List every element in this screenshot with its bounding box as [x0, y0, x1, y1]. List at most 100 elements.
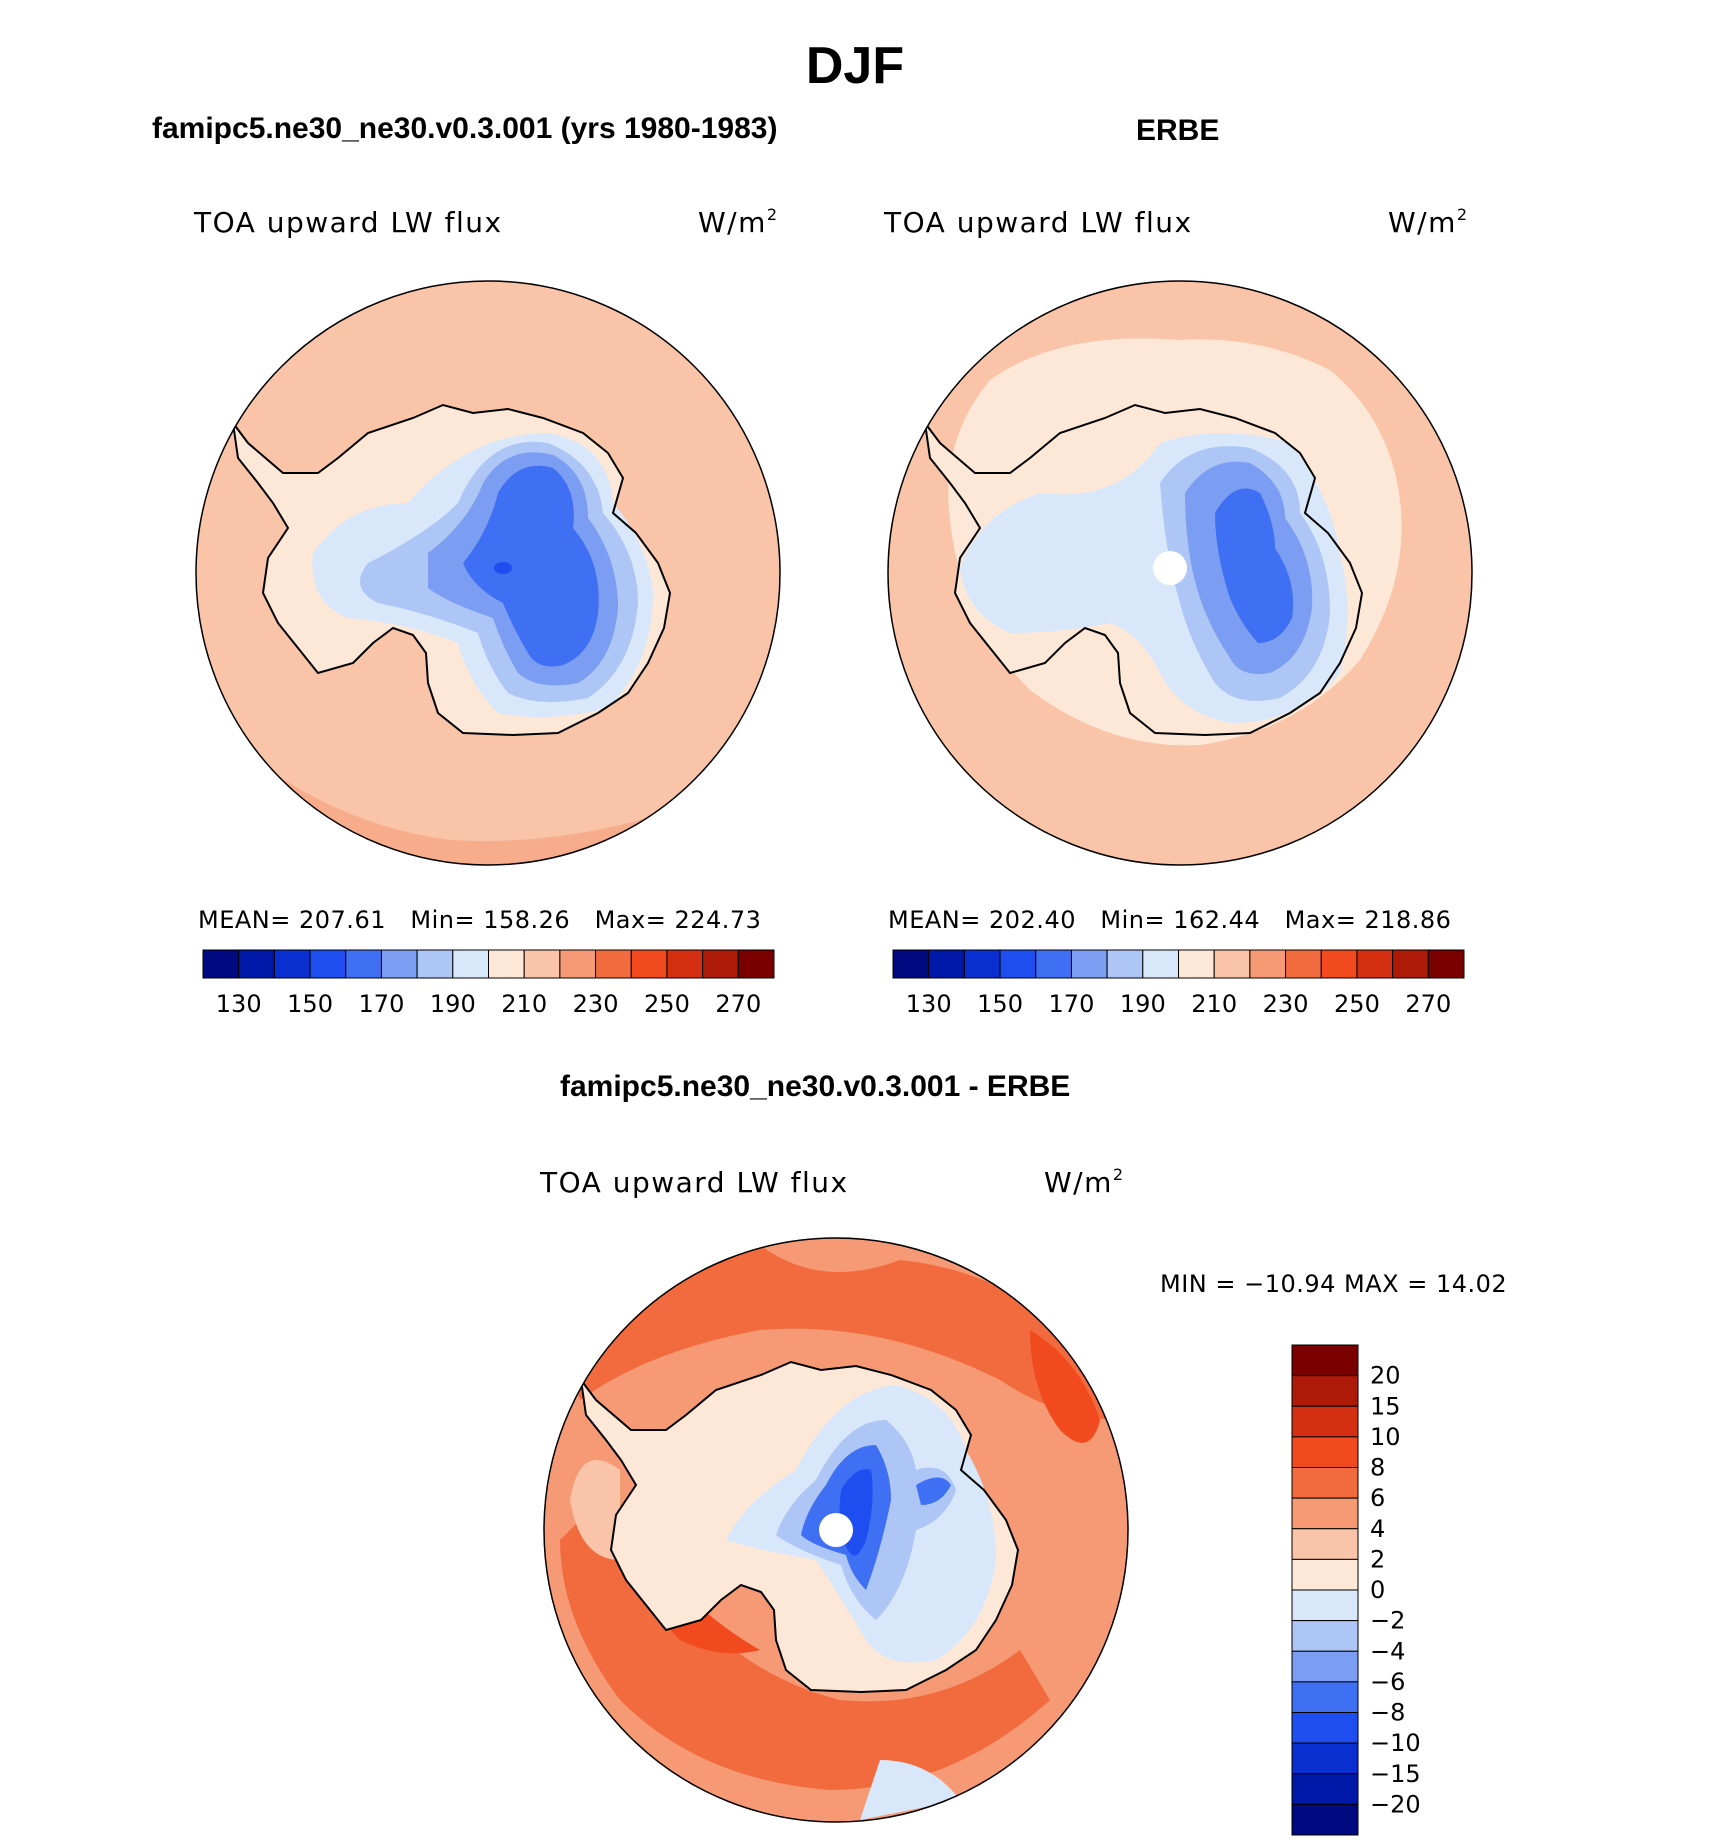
colorbar-swatch	[1291, 1620, 1359, 1652]
colorbar-swatch	[1356, 949, 1394, 979]
obs-variable-label: TOA upward LW flux	[884, 206, 1193, 239]
model-panel-title: famipc5.ne30_ne30.v0.3.001 (yrs 1980-198…	[152, 112, 778, 145]
colorbar-tick-label: −4	[1370, 1637, 1405, 1665]
colorbar-swatch	[1291, 1436, 1359, 1468]
colorbar-swatch	[928, 949, 965, 979]
max-label: Max=	[1284, 906, 1357, 934]
colorbar-swatch	[488, 949, 525, 979]
colorbar-swatch	[1249, 949, 1287, 979]
colorbar-swatch	[999, 949, 1037, 979]
colorbar-tick-label: −8	[1370, 1699, 1405, 1727]
colorbar-swatch	[1291, 1467, 1359, 1499]
obs-map	[888, 281, 1472, 865]
colorbar-swatch	[273, 949, 311, 979]
model-stats: MEAN= 207.61 Min= 158.26 Max= 224.73	[198, 906, 761, 934]
colorbar-swatch	[1285, 949, 1322, 979]
obs-map-border	[887, 280, 1473, 866]
colorbar-swatch	[1291, 1497, 1359, 1530]
max-value: 224.73	[674, 906, 762, 934]
colorbar-tick-label: 190	[1120, 990, 1166, 1018]
colorbar-tick-label: 270	[1405, 990, 1451, 1018]
colorbar-swatch	[452, 949, 489, 979]
colorbar-tick-label: 170	[359, 990, 405, 1018]
colorbar-tick-label: −10	[1370, 1729, 1421, 1757]
figure-title: DJF	[805, 37, 905, 95]
obs-stats: MEAN= 202.40 Min= 162.44 Max= 218.86	[888, 906, 1451, 934]
colorbar-swatch	[666, 949, 704, 979]
colorbar-swatch	[1106, 949, 1144, 979]
max-value: 218.86	[1364, 906, 1452, 934]
colorbar-swatch	[1291, 1528, 1359, 1560]
model-units-label: W/m2	[698, 205, 779, 239]
colorbar-swatch	[1291, 1375, 1359, 1407]
colorbar-swatch	[630, 949, 668, 979]
colorbar-swatch	[1427, 949, 1465, 979]
colorbar-tick-label: 15	[1370, 1392, 1401, 1420]
colorbar-tick-label: 0	[1370, 1576, 1385, 1604]
colorbar-tick-label: −15	[1370, 1760, 1421, 1788]
colorbar-swatch	[238, 949, 275, 979]
colorbar-tick-label: 8	[1370, 1454, 1385, 1482]
colorbar-tick-label: 230	[573, 990, 619, 1018]
colorbar-tick-label: 150	[977, 990, 1023, 1018]
obs-units-label: W/m2	[1388, 205, 1469, 239]
diff-units-label: W/m2	[1044, 1165, 1125, 1199]
colorbar-swatch	[1291, 1558, 1359, 1591]
colorbar-swatch	[892, 949, 930, 979]
colorbar-tick-label: −6	[1370, 1668, 1405, 1696]
colorbar-tick-label: 210	[1191, 990, 1237, 1018]
diff-variable-label: TOA upward LW flux	[540, 1166, 849, 1199]
colorbar-swatch	[1291, 1405, 1359, 1438]
colorbar-swatch	[1320, 949, 1358, 979]
colorbar-swatch	[309, 949, 347, 979]
colorbar-swatch	[345, 949, 382, 979]
colorbar-swatch	[1291, 1344, 1359, 1377]
colorbar-swatch	[737, 949, 775, 979]
obs-panel-title: ERBE	[1136, 114, 1220, 147]
colorbar-tick-label: 130	[216, 990, 262, 1018]
colorbar-swatch	[1291, 1712, 1359, 1744]
colorbar-swatch	[380, 949, 418, 979]
colorbar-swatch	[1291, 1681, 1359, 1713]
colorbar-tick-label: 150	[287, 990, 333, 1018]
min-label: Min=	[1100, 906, 1166, 934]
colorbar-tick-label: 130	[906, 990, 952, 1018]
colorbar-swatch	[1070, 949, 1108, 979]
min-value: 158.26	[483, 906, 571, 934]
colorbar-tick-label: 4	[1370, 1515, 1385, 1543]
colorbar-swatch	[1291, 1650, 1359, 1683]
colorbar-swatch	[416, 949, 454, 979]
colorbar-tick-label: 20	[1370, 1362, 1401, 1390]
colorbar-swatch	[963, 949, 1001, 979]
mean-value: 202.40	[989, 906, 1076, 934]
obs-colorbar: 130 150 170 190 210 230 250 270	[892, 949, 1465, 1018]
diff-minmax: MIN = −10.94 MAX = 14.02	[1160, 1270, 1508, 1298]
colorbar-tick-label: 210	[501, 990, 547, 1018]
colorbar-swatch	[523, 949, 561, 979]
mean-label: MEAN=	[888, 906, 981, 934]
diff-map	[544, 1238, 1128, 1822]
min-value: 162.44	[1173, 906, 1261, 934]
colorbar-tick-label: 6	[1370, 1484, 1385, 1512]
min-label: Min=	[410, 906, 476, 934]
model-map	[196, 281, 780, 865]
colorbar-tick-label: 10	[1370, 1423, 1401, 1451]
colorbar-tick-label: −20	[1370, 1790, 1421, 1818]
max-label: Max=	[594, 906, 667, 934]
mean-value: 207.61	[299, 906, 386, 934]
colorbar-tick-label: 270	[715, 990, 761, 1018]
colorbar-tick-label: 250	[1334, 990, 1380, 1018]
colorbar-tick-label: −2	[1370, 1607, 1405, 1635]
colorbar-swatch	[1291, 1773, 1359, 1805]
model-map-border	[195, 280, 781, 866]
model-colorbar: 130 150 170 190 210 230 250 270	[202, 949, 775, 1018]
model-variable-label: TOA upward LW flux	[194, 206, 503, 239]
diff-map-border	[543, 1237, 1129, 1823]
colorbar-swatch	[1291, 1742, 1359, 1775]
colorbar-tick-label: 230	[1263, 990, 1309, 1018]
colorbar-swatch	[1291, 1589, 1359, 1622]
colorbar-swatch	[1213, 949, 1251, 979]
colorbar-tick-label: 250	[644, 990, 690, 1018]
